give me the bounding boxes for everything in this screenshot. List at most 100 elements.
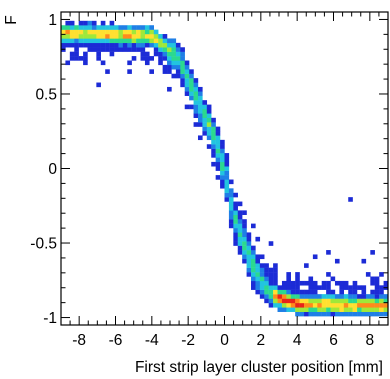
tick-labels: -8 -6 -4 -2 0 2 4 6 8 -1 -0.5 0 0.5 1 [30, 12, 374, 349]
heatmap-cell [180, 69, 185, 74]
heatmap-cell [361, 307, 367, 312]
heatmap-cell [131, 34, 137, 39]
heatmap-cell [189, 95, 194, 101]
heatmap-cell [65, 25, 71, 30]
heatmap-cell [171, 38, 177, 44]
heatmap-cell [312, 289, 318, 295]
heatmap-cell [197, 86, 203, 92]
heatmap-cell [175, 42, 181, 48]
heatmap-cell [281, 307, 287, 312]
heatmap-cell [61, 42, 66, 48]
heatmap-cell [228, 192, 234, 198]
heatmap-cell [321, 307, 327, 312]
heatmap-cell [144, 29, 150, 35]
heatmap-cell [233, 214, 238, 220]
heatmap-cell [197, 108, 203, 114]
heatmap-cell [246, 254, 252, 260]
heatmap-cell [370, 298, 375, 304]
heatmap-cell [326, 289, 331, 295]
heatmap-cell [171, 42, 177, 48]
heatmap-cell [149, 29, 154, 35]
heatmap-cell [326, 294, 331, 299]
heatmap-cell [61, 25, 66, 30]
heatmap-cell [65, 60, 71, 66]
heatmap-cell [184, 104, 190, 110]
heatmap-cell [122, 25, 128, 30]
heatmap-cell [87, 29, 93, 35]
heatmap-cell [197, 135, 203, 141]
heatmap-cell [242, 250, 247, 255]
heatmap-cell [220, 166, 225, 171]
heatmap-cell [100, 38, 106, 44]
heatmap-cell [140, 47, 146, 52]
heatmap-cell [197, 122, 203, 127]
heatmap-cell [220, 153, 225, 158]
heatmap-cell [224, 192, 230, 198]
heatmap-cell [370, 302, 375, 308]
heatmap-cell [197, 117, 203, 123]
heatmap-cell [326, 302, 331, 308]
heatmap-cell [74, 38, 79, 44]
heatmap-cell [312, 285, 318, 290]
heatmap-cell [259, 276, 265, 282]
heatmap-cell [273, 276, 278, 282]
heatmap-cell [202, 100, 208, 105]
heatmap-cell [153, 51, 159, 57]
heatmap-cell [83, 56, 88, 61]
heatmap-cell [162, 42, 168, 48]
heatmap-cell [206, 131, 212, 136]
heatmap-cell [237, 223, 243, 229]
heatmap-cell [140, 38, 146, 44]
heatmap-cell [228, 197, 234, 202]
heatmap-cell [361, 258, 367, 264]
heatmap-cell [308, 294, 314, 299]
heatmap-cell [105, 25, 110, 30]
heatmap-cell [100, 60, 106, 66]
heatmap-cell [228, 205, 234, 211]
heatmap-cell [228, 223, 234, 229]
heatmap-cell [144, 38, 150, 44]
heatmap-cell [246, 258, 252, 264]
heatmap-cell [295, 289, 300, 295]
heatmap-cell [255, 258, 261, 264]
heatmap-cell [299, 280, 305, 286]
heatmap-cell [211, 131, 216, 136]
heatmap-cell [158, 56, 163, 61]
heatmap-cell [206, 135, 212, 141]
heatmap-cell [237, 210, 243, 215]
heatmap-cell [361, 289, 367, 295]
heatmap-cell [286, 307, 291, 312]
heatmap-cell [91, 25, 97, 30]
heatmap-cell [264, 280, 269, 286]
heatmap-cell [189, 78, 194, 83]
heatmap-cell [87, 47, 93, 52]
heatmap-cell [180, 73, 185, 79]
heatmap-cell [162, 69, 168, 74]
heatmap-cell [304, 302, 309, 308]
heatmap-cell [184, 69, 190, 74]
heatmap-cell [224, 166, 230, 171]
heatmap-cell [127, 25, 132, 30]
heatmap-cell [361, 311, 367, 317]
heatmap-cell [118, 38, 124, 44]
heatmap-cell [268, 294, 274, 299]
heatmap-cell [224, 157, 230, 163]
heatmap-cell [78, 38, 84, 44]
heatmap-cell [153, 42, 159, 48]
y-tick-label: 1 [48, 12, 57, 29]
heatmap-cell [286, 289, 291, 295]
heatmap-cell [237, 214, 243, 220]
heatmap-cell [211, 139, 216, 145]
heatmap-cell [61, 38, 66, 44]
heatmap-cell [127, 69, 132, 74]
x-tick-label: -8 [72, 332, 86, 349]
heatmap-cell [339, 294, 345, 299]
heatmap-cell [348, 302, 353, 308]
heatmap-cell [277, 294, 283, 299]
heatmap-cell [61, 29, 66, 35]
heatmap-cell [87, 25, 93, 30]
heatmap-cell [352, 294, 358, 299]
heatmap-cell [374, 294, 380, 299]
heatmap-cell [149, 38, 154, 44]
heatmap-cell [105, 29, 110, 35]
